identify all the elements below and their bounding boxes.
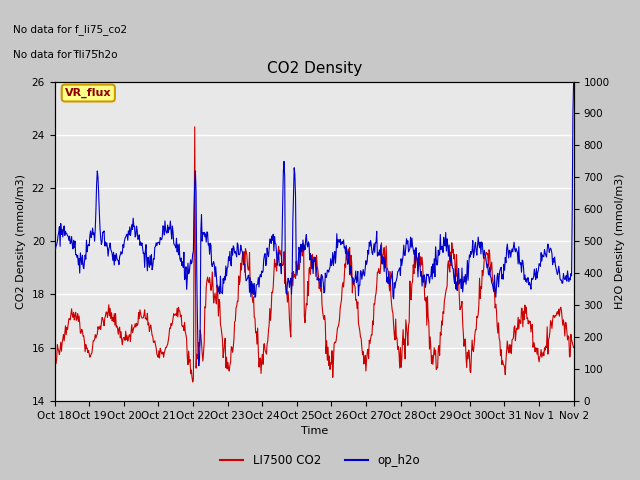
- Y-axis label: H2O Density (mmol/m3): H2O Density (mmol/m3): [615, 173, 625, 309]
- Y-axis label: CO2 Density (mmol/m3): CO2 Density (mmol/m3): [16, 174, 26, 309]
- Title: CO2 Density: CO2 Density: [266, 61, 362, 76]
- X-axis label: Time: Time: [301, 426, 328, 436]
- Text: No data for f_li75_co2: No data for f_li75_co2: [13, 24, 127, 35]
- Legend: LI7500 CO2, op_h2o: LI7500 CO2, op_h2o: [215, 449, 425, 472]
- Text: VR_flux: VR_flux: [65, 88, 111, 98]
- Text: No data for f̅li75̅h2o: No data for f̅li75̅h2o: [13, 49, 118, 60]
